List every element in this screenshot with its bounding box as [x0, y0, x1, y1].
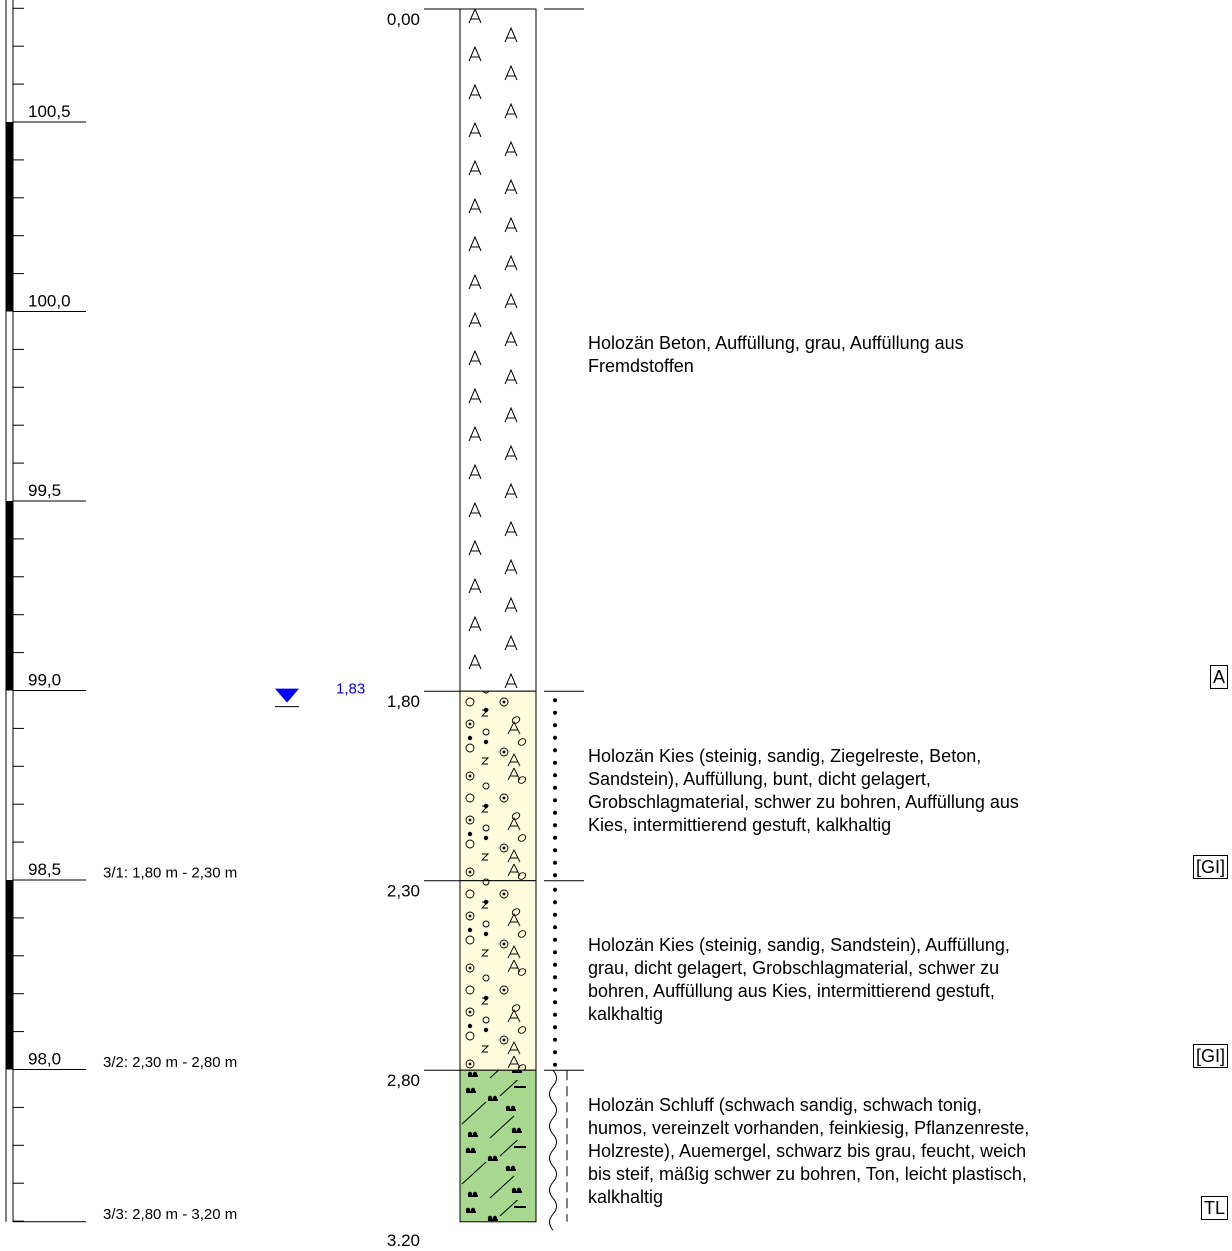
soil-group-badge: TL — [1200, 1195, 1228, 1220]
consistency-dot — [553, 810, 557, 815]
consistency-dot — [553, 937, 557, 942]
consistency-dot — [553, 698, 557, 703]
consistency-dot — [553, 760, 557, 765]
layer-pattern-gravel-fill — [459, 690, 537, 882]
consistency-dot — [553, 1000, 557, 1005]
consistency-dot — [553, 848, 557, 853]
layer-description: Holozän Kies (steinig, sandig, Sandstein… — [588, 935, 1010, 1025]
sample-label: 3/1: 1,80 m - 2,30 m — [103, 865, 237, 882]
consistency-dot — [553, 1037, 557, 1042]
consistency-dot — [553, 912, 557, 917]
layer-pattern-silt-organic — [459, 1069, 537, 1223]
groundwater-triangle-icon — [275, 688, 299, 703]
consistency-dot — [553, 1062, 557, 1067]
elevation-label: 99,0 — [28, 671, 61, 690]
soil-group-badge: A — [1209, 665, 1228, 690]
consistency-dot — [553, 925, 557, 930]
layer-pattern-fill-A — [459, 8, 537, 692]
consistency-dot — [553, 735, 557, 740]
consistency-dot — [553, 987, 557, 992]
elevation-bar-segment — [6, 122, 13, 312]
elevation-label: 100,0 — [28, 292, 71, 311]
consistency-dot — [553, 1050, 557, 1055]
consistency-dot — [553, 1012, 557, 1017]
groundwater-depth-label: 1,83 — [336, 681, 365, 698]
elevation-label: 98,0 — [28, 1050, 61, 1069]
depth-label: 1,80 — [387, 692, 420, 711]
soil-group-badge: [GI] — [1192, 854, 1228, 879]
depth-label: 3,20 — [387, 1231, 420, 1246]
consistency-dot — [553, 773, 557, 778]
elevation-label: 99,5 — [28, 481, 61, 500]
elevation-label: 100,5 — [28, 102, 71, 121]
elevation-bar-segment — [6, 880, 13, 1070]
layer-description: Holozän Schluff (schwach sandig, schwach… — [588, 1094, 1030, 1207]
soil-group-badge: [GI] — [1192, 1044, 1228, 1069]
layer-pattern-gravel-fill — [459, 880, 537, 1071]
consistency-dot — [553, 887, 557, 892]
layer-description: Holozän Beton, Auffüllung, grau, Auffüll… — [588, 333, 964, 377]
consistency-dot — [553, 835, 557, 840]
layer-description: Holozän Kies (steinig, sandig, Ziegelres… — [588, 745, 1019, 835]
consistency-dot — [553, 860, 557, 865]
depth-label: 2,30 — [387, 882, 420, 901]
elevation-label: 98,5 — [28, 860, 61, 879]
sample-label: 3/2: 2,30 m - 2,80 m — [103, 1054, 237, 1071]
depth-label: 0,00 — [387, 10, 420, 29]
consistency-wavy-line — [549, 1069, 557, 1231]
consistency-dot — [553, 785, 557, 790]
consistency-dot — [553, 950, 557, 955]
depth-label: 2,80 — [387, 1071, 420, 1090]
consistency-dot — [553, 975, 557, 980]
elevation-bar-segment — [6, 501, 13, 691]
consistency-dot — [553, 798, 557, 803]
sample-label: 3/3: 2,80 m - 3,20 m — [103, 1206, 237, 1223]
consistency-dot — [553, 710, 557, 715]
consistency-dot — [553, 1025, 557, 1030]
consistency-dot — [553, 723, 557, 728]
consistency-dot — [553, 900, 557, 905]
consistency-dot — [553, 873, 557, 878]
consistency-dot — [553, 748, 557, 753]
consistency-dot — [553, 823, 557, 828]
consistency-dot — [553, 962, 557, 967]
